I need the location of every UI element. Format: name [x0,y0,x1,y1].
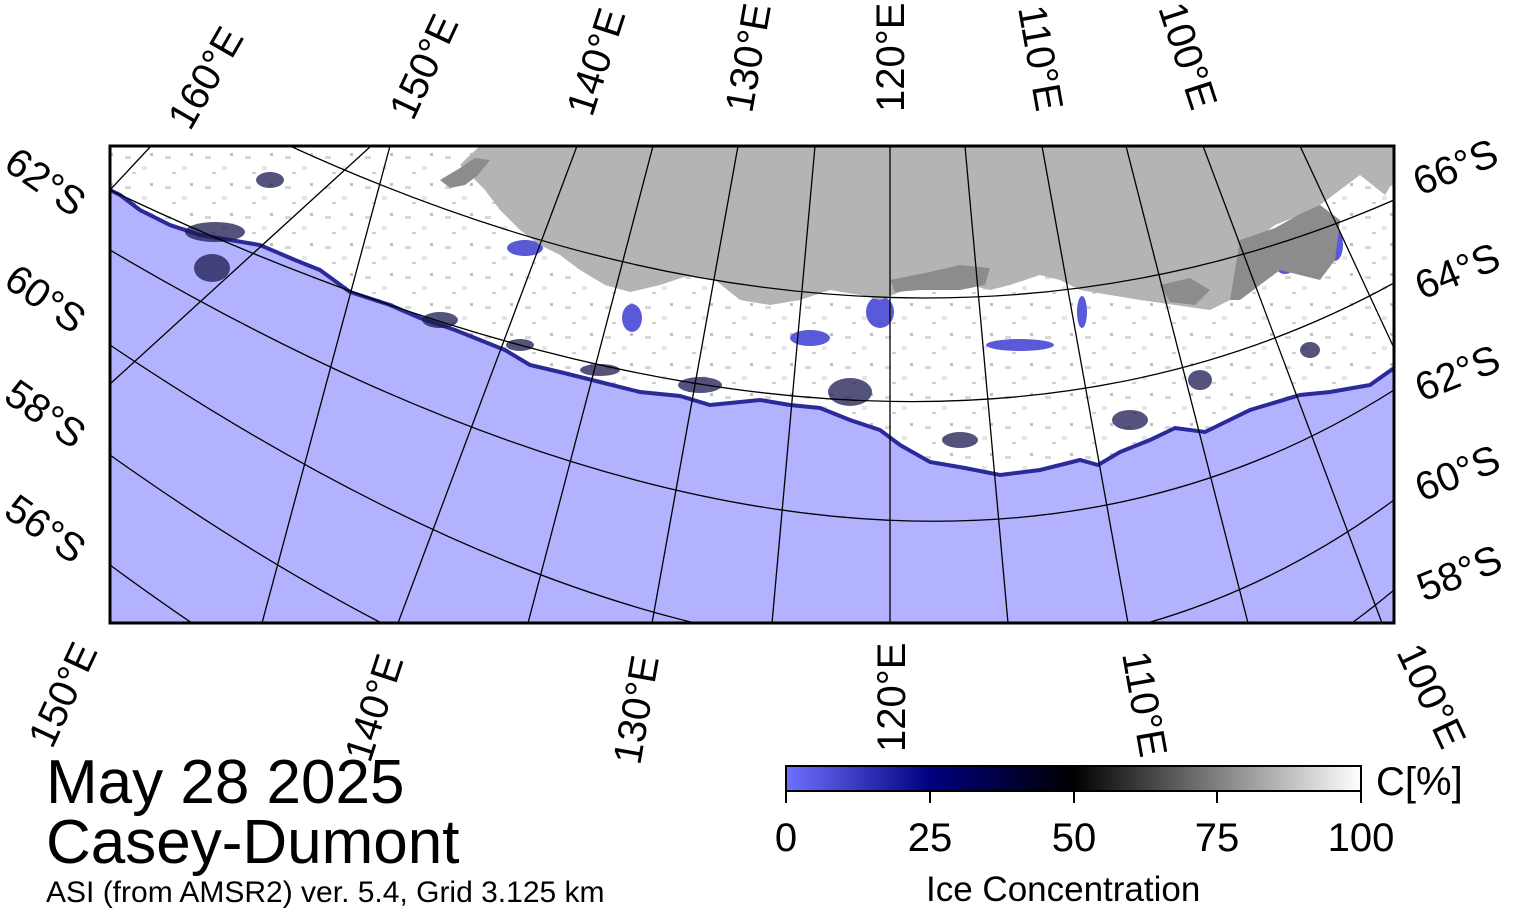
low-concentration-patches [185,172,1320,448]
top-lon-label: 160°E [160,20,253,137]
colorbar-tick-label: 100 [1327,816,1395,860]
bottom-lon-label: 130°E [606,652,668,767]
right-lat-label: 58°S [1411,537,1508,610]
top-longitude-labels: 160°E 150°E 140°E 130°E 120°E 110°E 100°… [160,0,1225,137]
right-lat-label: 64°S [1409,235,1506,308]
top-lon-label: 100°E [1149,0,1225,115]
colorbar-tick-label: 25 [907,816,953,860]
bottom-lon-label: 110°E [1113,648,1175,760]
colorbar-tick-label: 0 [774,816,798,860]
colorbar-tick-label: 50 [1051,816,1097,860]
colorbar-title: Ice Concentration [926,870,1201,909]
map-date-title: May 28 2025 [46,748,405,817]
left-latitude-labels: 62°S 60°S 58°S 56°S [0,139,93,572]
map-frame [108,144,1396,625]
top-lon-label: 140°E [559,3,635,121]
colorbar-tick-label: 75 [1194,816,1240,860]
ice-edge [110,188,1394,478]
left-lat-label: 62°S [0,139,93,225]
latitude-grid [110,146,1394,623]
land-area [460,146,1394,310]
product-info: ASI (from AMSR2) ver. 5.4, Grid 3.125 km [46,876,605,909]
bottom-lon-label: 150°E [20,636,106,754]
ice-shelves [440,158,1340,305]
region-title: Casey-Dumont [46,808,460,877]
colorbar-gradient [785,765,1362,792]
bottom-lon-label: 120°E [870,643,914,752]
top-lon-label: 110°E [1009,2,1071,114]
left-lat-label: 58°S [0,371,93,457]
colorbar-tick-marks [785,791,1362,803]
longitude-grid [110,146,1394,623]
top-lon-label: 130°E [718,0,780,115]
left-lat-label: 56°S [0,486,93,572]
colorbar-unit: C[%] [1376,760,1463,804]
right-lat-label: 62°S [1409,337,1506,410]
right-latitude-labels: 66°S 64°S 62°S 60°S 58°S [1407,131,1508,610]
top-lon-label: 120°E [869,3,913,112]
left-lat-label: 60°S [0,256,93,342]
top-lon-label: 150°E [381,8,467,126]
right-lat-label: 66°S [1407,131,1504,204]
bottom-lon-label: 100°E [1388,637,1474,755]
right-lat-label: 60°S [1409,437,1506,510]
